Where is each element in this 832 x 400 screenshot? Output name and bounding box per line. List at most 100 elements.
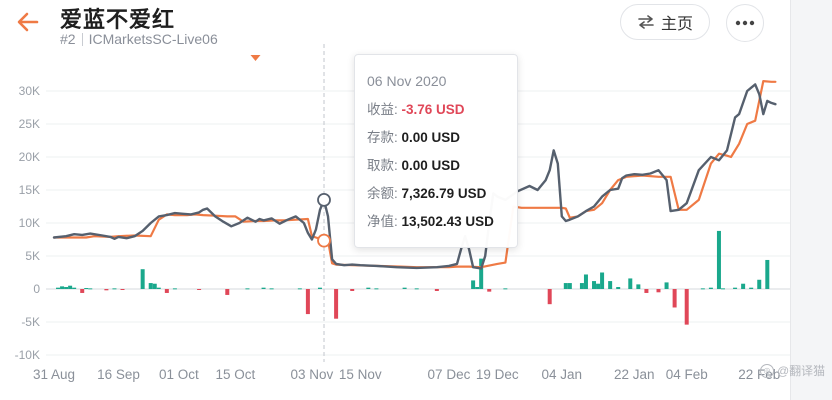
x-tick-label: 01 Oct (159, 367, 199, 382)
profit-bar (700, 288, 705, 290)
chart-canvas: 30K 25K 20K 15K 10K 5K 0 -5K -10K 31 Aug 16 Sep 01 … (15, 44, 790, 382)
loss-bar (225, 289, 230, 295)
swap-arrows-icon (638, 15, 654, 29)
profit-bar (733, 287, 738, 289)
loss-bar (350, 289, 355, 291)
tooltip-row-equity: 净值: 13,502.43 USD (367, 208, 517, 236)
profit-bar (608, 281, 613, 289)
profit-bar (366, 287, 371, 289)
equity-chart[interactable]: 30K 25K 20K 15K 10K 5K 0 -5K -10K 31 Aug 16 Sep 01 … (0, 44, 790, 400)
home-button[interactable]: 主页 (620, 4, 710, 40)
profit-bar (592, 281, 597, 289)
loss-bar (305, 289, 310, 315)
loss-bar (434, 289, 439, 291)
equity-hover-point (317, 192, 331, 207)
tooltip-value: -3.76 USD (401, 102, 465, 117)
loss-bar (334, 289, 339, 319)
x-tick-label: 15 Oct (215, 367, 255, 382)
x-tick-label: 04 Feb (666, 367, 708, 382)
profit-bar (567, 283, 572, 289)
tooltip-row-deposit: 存款: 0.00 USD (367, 124, 517, 152)
balance-hover-point (317, 233, 331, 248)
tooltip-value: 13,502.43 USD (401, 214, 494, 229)
profit-bar (56, 287, 61, 289)
profit-bar (112, 288, 117, 290)
profit-bar (596, 283, 601, 289)
tooltip-label: 余额: (367, 186, 398, 201)
tooltip-label: 取款: (367, 158, 398, 173)
profit-bar (563, 283, 568, 289)
profit-bar (156, 287, 161, 289)
profit-bar (579, 283, 584, 289)
profit-bar (88, 288, 93, 290)
profit-bar (84, 288, 89, 290)
loss-bar (120, 289, 125, 290)
tooltip-label: 净值: (367, 214, 398, 229)
profit-bar (140, 269, 145, 289)
y-tick-label: -10K (15, 348, 40, 362)
x-tick-label: 04 Jan (542, 367, 583, 382)
profit-bar (600, 272, 605, 289)
profit-bar (664, 282, 669, 289)
profit-bar (317, 287, 322, 289)
profit-bar (471, 280, 476, 289)
loss-bar (656, 289, 661, 293)
watermark-icon: ◎ (760, 363, 774, 378)
arrow-left-icon (17, 12, 39, 32)
page-title: 爱蓝不爱红 (60, 7, 176, 32)
loss-bar (487, 289, 492, 292)
profit-bar (245, 288, 250, 290)
tooltip-value: 7,326.79 USD (401, 186, 487, 201)
header: 爱蓝不爱红 #2 ICMarketsSC-Live06 主页 (0, 0, 790, 52)
profit-bar (708, 287, 713, 289)
profit-bar (716, 230, 721, 289)
x-tick-label: 15 Nov (339, 367, 382, 382)
loss-bar (684, 289, 689, 325)
profit-bar (757, 279, 762, 289)
top-marker (250, 55, 261, 61)
profit-bar (749, 287, 754, 289)
profit-bar (479, 258, 484, 289)
tooltip-label: 收益: (367, 102, 398, 117)
tooltip-row-withdrawal: 取款: 0.00 USD (367, 152, 517, 180)
profit-bar (616, 287, 621, 289)
tooltip-row-balance: 余额: 7,326.79 USD (367, 180, 517, 208)
chart-tooltip: 06 Nov 2020 收益: -3.76 USD 存款: 0.00 USD 取… (354, 54, 518, 248)
profit-bar (374, 288, 379, 290)
tooltip-label: 存款: (367, 130, 398, 145)
profit-bar (741, 283, 746, 289)
y-tick-label: 5K (25, 249, 40, 263)
profit-bar (414, 288, 419, 290)
x-tick-label: 03 Nov (291, 367, 334, 382)
x-tick-label: 16 Sep (97, 367, 140, 382)
watermark: ◎ @翻译猫 (760, 362, 825, 379)
y-tick-label: 10K (19, 216, 40, 230)
loss-bar (644, 289, 649, 293)
profit-bar (68, 285, 73, 289)
x-tick-label: 19 Dec (476, 367, 519, 382)
profit-bar (152, 283, 157, 289)
tooltip-date: 06 Nov 2020 (367, 73, 447, 89)
tooltip-value: 0.00 USD (401, 130, 461, 145)
more-dots-icon (735, 20, 755, 26)
x-tick-label: 31 Aug (33, 367, 75, 382)
profit-bar (475, 287, 480, 289)
loss-bar (164, 289, 169, 293)
equity-line (52, 83, 777, 270)
x-tick-label: 07 Dec (428, 367, 471, 382)
y-tick-label: 30K (19, 84, 40, 98)
account-subtitle: #2 ICMarketsSC-Live06 (60, 31, 218, 47)
profit-bar (297, 288, 302, 290)
more-button[interactable] (726, 4, 764, 42)
loss-bar (547, 289, 552, 305)
profit-bar (60, 286, 65, 289)
loss-bar (197, 289, 202, 290)
profit-bar (583, 274, 588, 289)
profit-bar (261, 287, 266, 289)
side-panel (790, 0, 832, 400)
back-button[interactable] (12, 6, 44, 38)
watermark-text: @翻译猫 (777, 364, 826, 378)
y-tick-label: -5K (21, 315, 40, 329)
loss-bar (672, 289, 677, 308)
profit-bar (64, 287, 69, 289)
